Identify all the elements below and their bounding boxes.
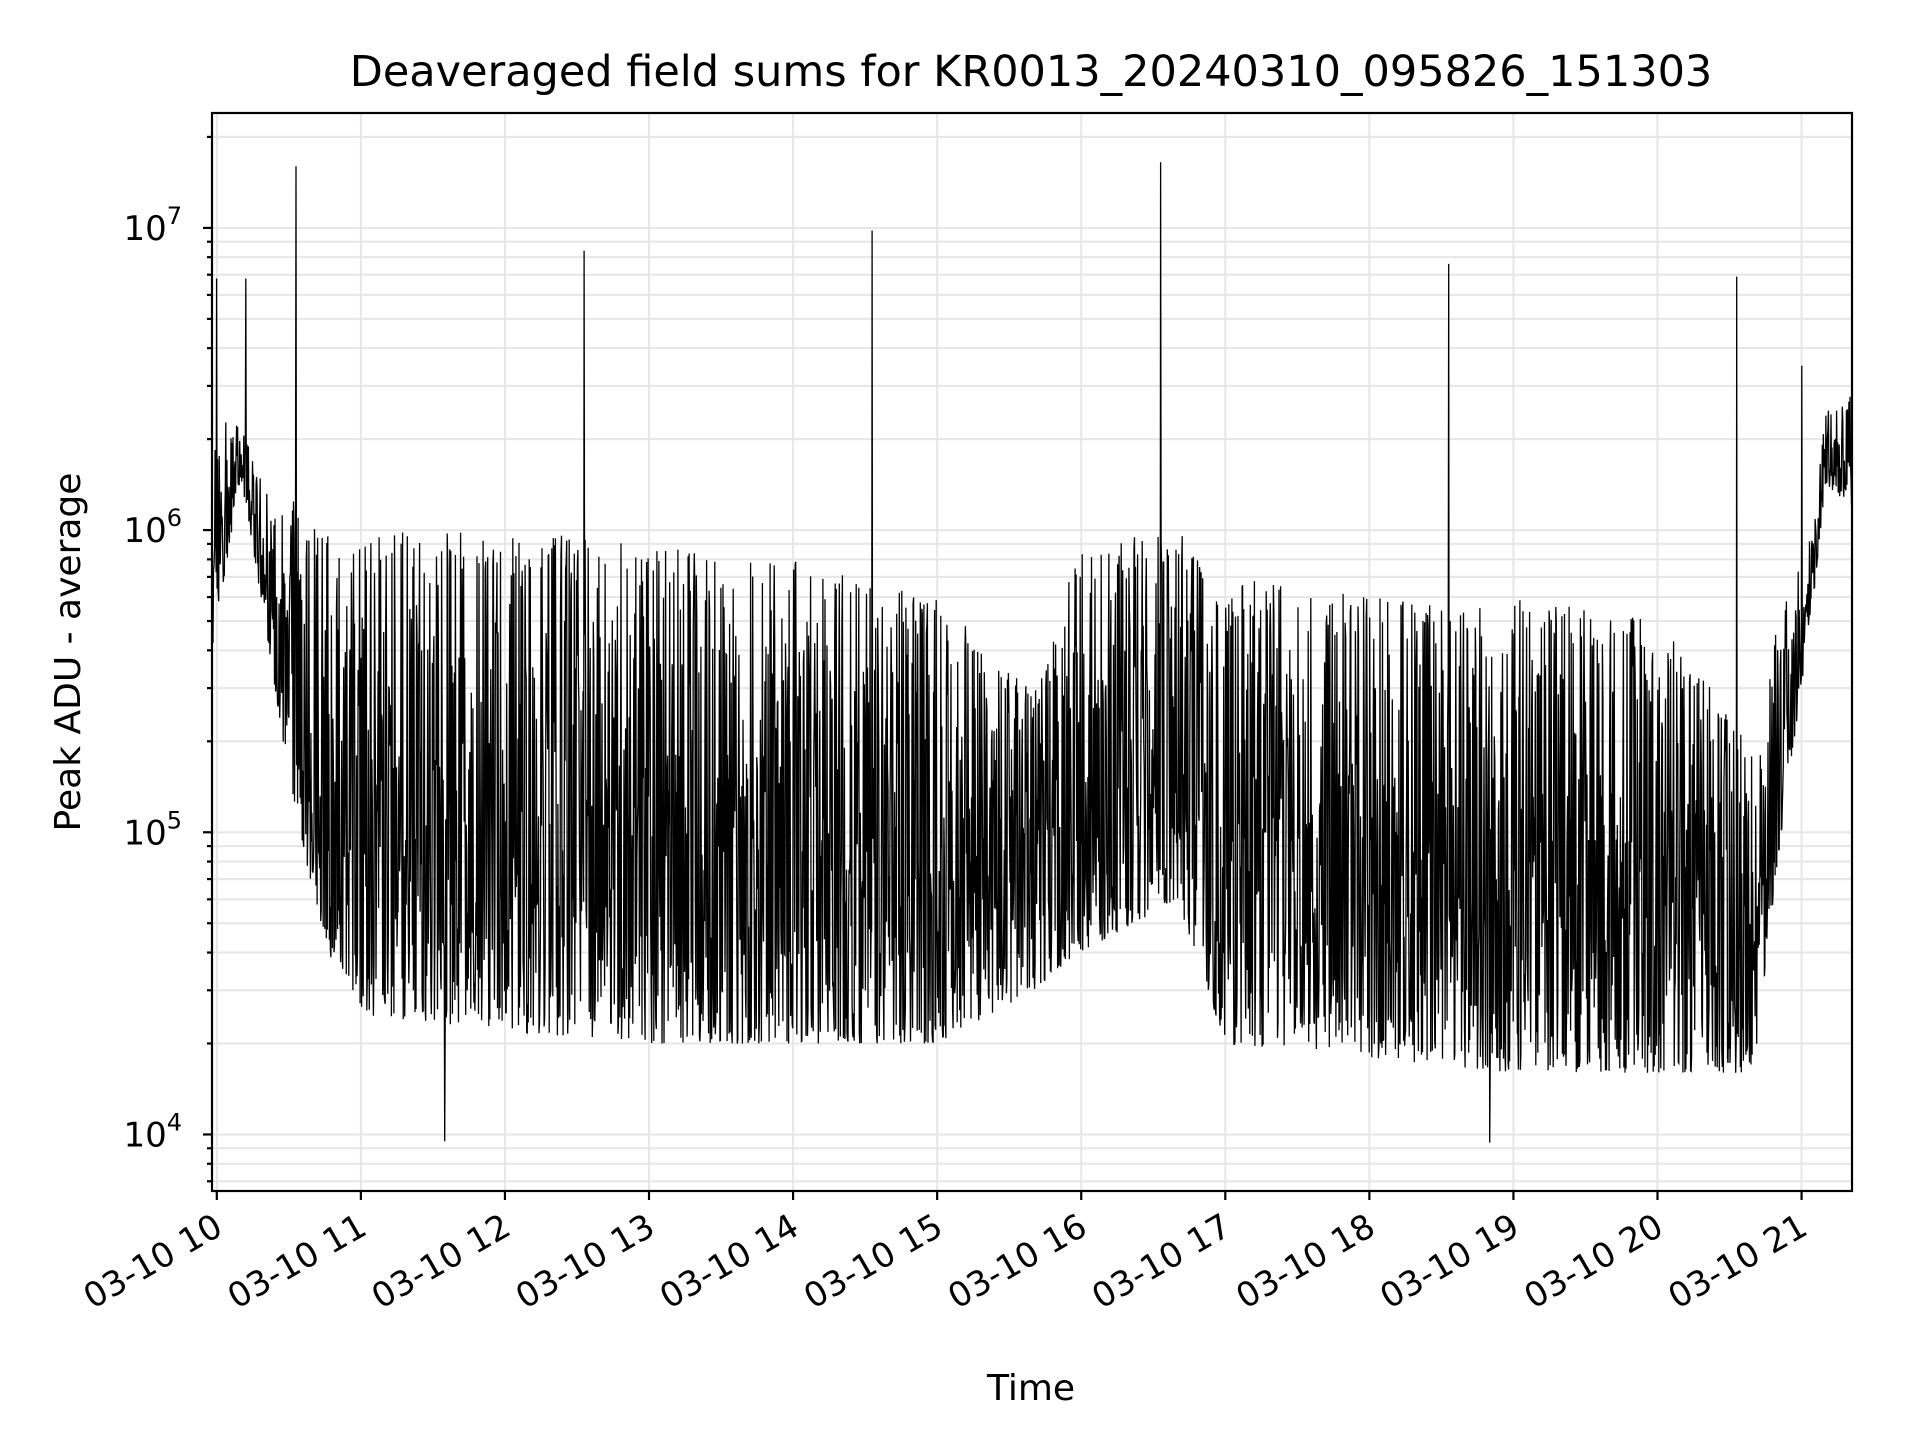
x-tick-label: 03-10 18 xyxy=(1229,1206,1381,1317)
x-tick-label: 03-10 19 xyxy=(1374,1206,1526,1317)
y-tick-exponent: 6 xyxy=(167,504,182,532)
plot-frame xyxy=(210,111,1854,1193)
series-line xyxy=(211,162,1853,1143)
y-tick-base: 10 xyxy=(123,511,166,551)
y-tick-label: 104 xyxy=(123,1108,182,1155)
y-axis-label: Peak ADU - average xyxy=(48,473,89,832)
x-tick-label: 03-10 10 xyxy=(77,1206,229,1317)
x-tick-label: 03-10 20 xyxy=(1518,1206,1670,1317)
y-tick-exponent: 7 xyxy=(167,202,182,230)
x-tick-label: 03-10 15 xyxy=(797,1206,949,1317)
y-tick-label: 107 xyxy=(123,202,182,249)
y-tick-exponent: 4 xyxy=(167,1108,182,1136)
y-tick-base: 10 xyxy=(123,813,166,853)
x-tick-label: 03-10 16 xyxy=(941,1206,1093,1317)
chart-title: Deaveraged field sums for KR0013_2024031… xyxy=(350,47,1713,97)
x-tick-label: 03-10 13 xyxy=(509,1206,661,1317)
x-tick-label: 03-10 11 xyxy=(221,1206,373,1317)
y-tick-label: 105 xyxy=(123,806,182,853)
y-tick-label: 106 xyxy=(123,504,182,551)
x-tick-label: 03-10 17 xyxy=(1085,1206,1237,1317)
x-tick-label: 03-10 12 xyxy=(365,1206,517,1317)
x-tick-label: 03-10 14 xyxy=(653,1206,805,1317)
y-tick-base: 10 xyxy=(123,209,166,249)
y-tick-exponent: 5 xyxy=(167,806,182,834)
x-axis-label: Time xyxy=(986,1368,1075,1409)
y-tick-base: 10 xyxy=(123,1115,166,1155)
series-layer xyxy=(211,162,1853,1143)
x-tick-label: 03-10 21 xyxy=(1662,1206,1814,1317)
